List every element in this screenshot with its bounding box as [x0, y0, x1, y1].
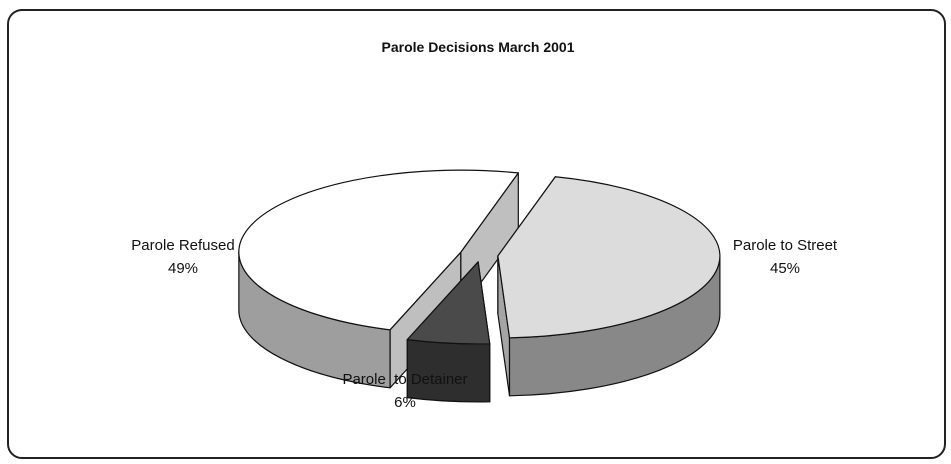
slice-label: Parole to Detainer [342, 371, 467, 388]
slice-label: Parole Refused [131, 237, 234, 254]
pie [238, 169, 721, 403]
slice-top [497, 176, 721, 339]
chart-title: Parole Decisions March 2001 [382, 39, 575, 55]
slice-top [238, 169, 519, 331]
slice-value-label: 45% [770, 260, 800, 277]
slice-value-label: 6% [394, 394, 416, 411]
slice-top [406, 261, 491, 345]
slice-label: Parole to Street [733, 237, 838, 254]
slice-value-label: 49% [168, 260, 198, 277]
